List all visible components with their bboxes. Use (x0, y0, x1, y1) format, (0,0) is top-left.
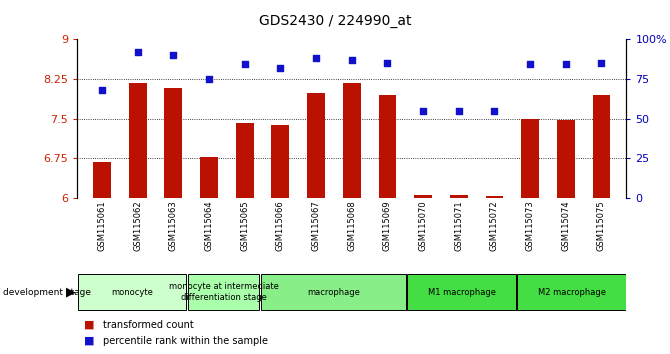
Bar (343, 83, 360, 198)
Bar (129, 83, 147, 198)
Text: GSM115062: GSM115062 (133, 200, 142, 251)
Bar (407, 274, 516, 310)
Point (168, 52, 179, 58)
Text: GSM115073: GSM115073 (526, 200, 535, 251)
Bar (93, 162, 111, 198)
Text: ▶: ▶ (66, 286, 75, 298)
Text: GDS2430 / 224990_at: GDS2430 / 224990_at (259, 14, 411, 28)
Text: GSM115061: GSM115061 (98, 200, 107, 251)
Text: transformed count: transformed count (103, 320, 193, 330)
Text: GSM115065: GSM115065 (241, 200, 249, 251)
Text: development stage: development stage (3, 287, 91, 297)
Text: GSM115067: GSM115067 (312, 200, 320, 251)
Text: GSM115063: GSM115063 (169, 200, 178, 251)
Bar (557, 120, 575, 198)
Text: ■: ■ (84, 320, 94, 330)
Text: GSM115071: GSM115071 (454, 200, 463, 251)
Bar (236, 123, 254, 198)
Text: GSM115072: GSM115072 (490, 200, 499, 251)
Point (454, 108, 464, 114)
Bar (200, 157, 218, 198)
Text: GSM115074: GSM115074 (561, 200, 570, 251)
Text: GSM115066: GSM115066 (276, 200, 285, 251)
Bar (379, 95, 397, 198)
Text: GSM115070: GSM115070 (419, 200, 427, 251)
Bar (164, 88, 182, 198)
Point (382, 60, 393, 66)
Bar (271, 125, 289, 198)
Bar (414, 195, 432, 198)
Point (133, 49, 143, 55)
Bar (188, 274, 259, 310)
Point (417, 108, 428, 114)
Text: GSM115064: GSM115064 (204, 200, 214, 251)
Bar (261, 274, 406, 310)
Bar (307, 93, 325, 198)
Bar (517, 274, 626, 310)
Point (239, 62, 250, 67)
Point (311, 55, 322, 61)
Point (346, 57, 357, 63)
Text: GSM115068: GSM115068 (347, 200, 356, 251)
Text: percentile rank within the sample: percentile rank within the sample (103, 336, 267, 346)
Point (489, 108, 500, 114)
Text: GSM115069: GSM115069 (383, 200, 392, 251)
Point (96, 87, 107, 93)
Bar (521, 119, 539, 198)
Point (596, 60, 607, 66)
Bar (592, 95, 610, 198)
Text: monocyte: monocyte (111, 287, 153, 297)
Point (204, 76, 214, 82)
Point (560, 62, 571, 67)
Point (275, 65, 286, 70)
Text: GSM115075: GSM115075 (597, 200, 606, 251)
Text: monocyte at intermediate
differentiation stage: monocyte at intermediate differentiation… (169, 282, 279, 302)
Bar (78, 274, 186, 310)
Point (525, 62, 535, 67)
Text: macrophage: macrophage (307, 287, 360, 297)
Text: M2 macrophage: M2 macrophage (537, 287, 606, 297)
Text: ■: ■ (84, 336, 94, 346)
Text: M1 macrophage: M1 macrophage (427, 287, 496, 297)
Bar (450, 195, 468, 198)
Bar (486, 195, 503, 198)
